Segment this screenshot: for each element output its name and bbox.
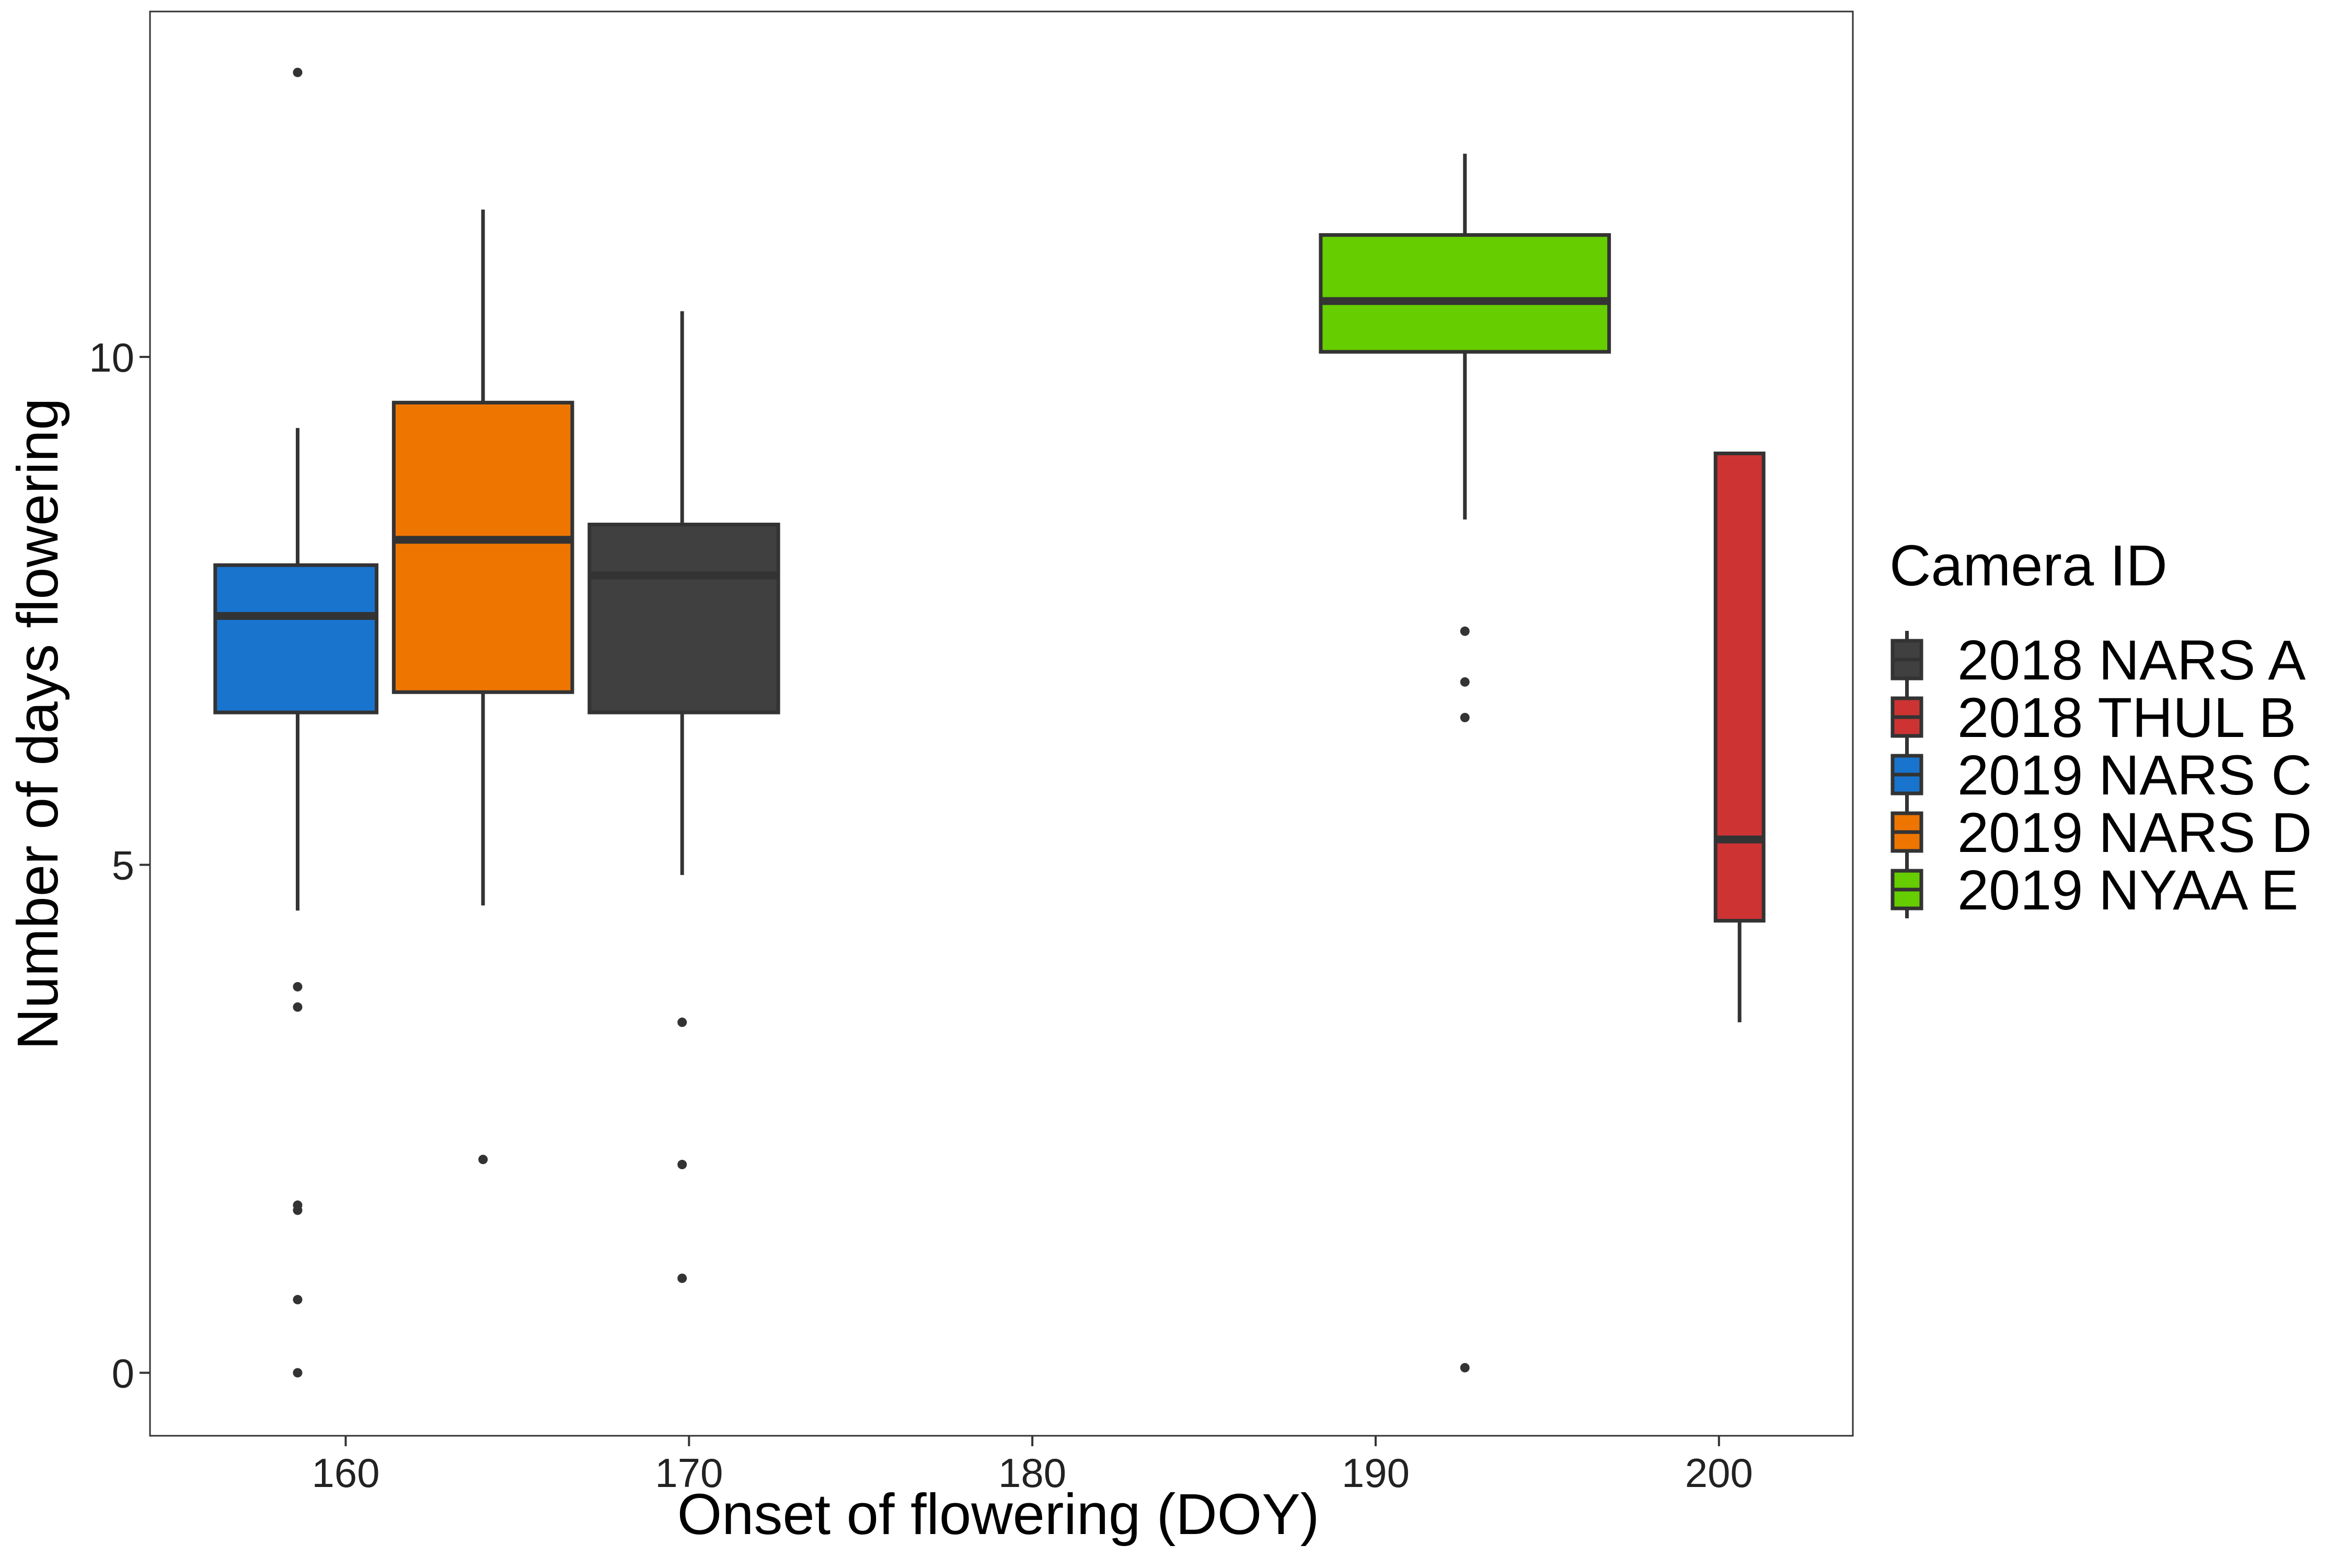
outlier-point — [677, 1017, 687, 1027]
box-group-0 — [213, 67, 379, 1378]
x-tick-label: 190 — [1342, 1450, 1410, 1496]
legend-label: 2019 NARS C — [1957, 743, 2312, 806]
y-tick-label: 0 — [112, 1350, 134, 1396]
x-tick-label: 200 — [1685, 1450, 1753, 1496]
box-group-2 — [587, 311, 780, 1283]
x-axis-title: Onset of flowering (DOY) — [677, 1482, 1320, 1547]
outlier-point — [1460, 626, 1470, 636]
box — [1713, 451, 1766, 923]
box-group-4 — [1713, 451, 1766, 1022]
outlier-point — [1460, 1363, 1470, 1373]
plot-marks — [213, 67, 1766, 1378]
legend-title: Camera ID — [1889, 534, 2167, 598]
outlier-point — [293, 1295, 303, 1305]
x-tick-label: 180 — [998, 1450, 1066, 1496]
legend-label: 2019 NYAA E — [1957, 858, 2298, 921]
outlier-point — [1460, 712, 1470, 722]
legend-label: 2018 THUL B — [1957, 686, 2296, 749]
y-tick-label: 10 — [89, 335, 134, 381]
y-axis-title: Number of days flowering — [6, 398, 70, 1050]
outlier-point — [293, 982, 303, 991]
legend-item-0: 2018 NARS A — [1890, 628, 2305, 691]
y-tick-label: 5 — [112, 843, 134, 889]
outlier-point — [677, 1160, 687, 1170]
legend-item-4: 2019 NYAA E — [1890, 858, 2298, 921]
x-tick-label: 160 — [312, 1450, 379, 1496]
box — [1319, 233, 1611, 354]
outlier-point — [293, 1205, 303, 1215]
box-group-3 — [1319, 154, 1611, 1373]
outlier-point — [677, 1273, 687, 1283]
outlier-point — [478, 1155, 488, 1165]
legend-item-3: 2019 NARS D — [1890, 801, 2312, 864]
legend-label: 2018 NARS A — [1957, 628, 2305, 691]
x-axis: 160 170 180 190 200 — [312, 1436, 1753, 1496]
box — [391, 400, 574, 694]
legend-item-2: 2019 NARS C — [1890, 743, 2312, 806]
box — [587, 523, 780, 714]
plot-panel-border — [149, 10, 1854, 1437]
box-group-1 — [391, 210, 574, 1165]
outlier-point — [293, 1368, 303, 1378]
y-axis: 0 5 10 — [89, 335, 150, 1396]
box — [213, 563, 379, 714]
x-tick-label: 170 — [655, 1450, 723, 1496]
outlier-point — [293, 67, 303, 77]
legend-item-1: 2018 THUL B — [1890, 686, 2296, 749]
outlier-point — [1460, 677, 1470, 687]
outlier-point — [293, 1002, 303, 1012]
legend-label: 2019 NARS D — [1957, 801, 2312, 864]
